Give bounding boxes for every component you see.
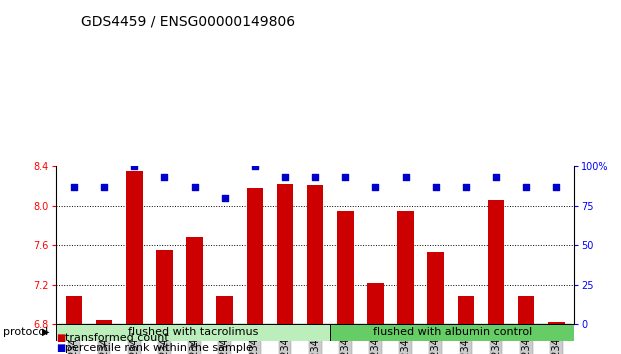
Text: protocol: protocol (3, 327, 48, 337)
Point (521, 184, 531, 190)
Bar (427, 252, 444, 324)
Text: flushed with tacrolimus: flushed with tacrolimus (128, 327, 258, 337)
Point (69, 184, 79, 190)
Bar (156, 250, 173, 324)
Text: ■: ■ (56, 333, 65, 343)
Bar (66, 296, 82, 324)
Point (99, 184, 109, 190)
Bar (96, 320, 112, 324)
Bar (487, 200, 504, 324)
Point (160, 175, 170, 180)
Text: ■: ■ (56, 343, 65, 353)
Point (461, 184, 471, 190)
Point (340, 175, 350, 180)
Point (431, 184, 441, 190)
Bar (367, 282, 384, 324)
Bar (247, 188, 263, 324)
Point (551, 184, 561, 190)
Bar (518, 296, 535, 324)
Bar (397, 211, 414, 324)
Text: ▶: ▶ (42, 327, 50, 337)
Bar (217, 296, 233, 324)
Point (280, 175, 290, 180)
Point (189, 184, 199, 190)
Point (129, 164, 139, 169)
Text: percentile rank within the sample: percentile rank within the sample (65, 343, 253, 353)
Text: GDS4459 / ENSG00000149806: GDS4459 / ENSG00000149806 (81, 14, 295, 28)
Point (310, 175, 320, 180)
Bar (307, 185, 324, 324)
Point (491, 175, 501, 180)
Bar (458, 296, 474, 324)
Bar (337, 211, 353, 324)
Point (250, 164, 260, 169)
Bar (126, 171, 143, 324)
Bar (330, 324, 574, 341)
Point (371, 184, 381, 190)
Bar (56, 324, 330, 341)
Bar (277, 184, 293, 324)
Point (220, 195, 230, 201)
Text: transformed count: transformed count (65, 333, 169, 343)
Point (401, 175, 410, 180)
Bar (186, 237, 203, 324)
Bar (548, 322, 564, 324)
Text: flushed with albumin control: flushed with albumin control (373, 327, 532, 337)
